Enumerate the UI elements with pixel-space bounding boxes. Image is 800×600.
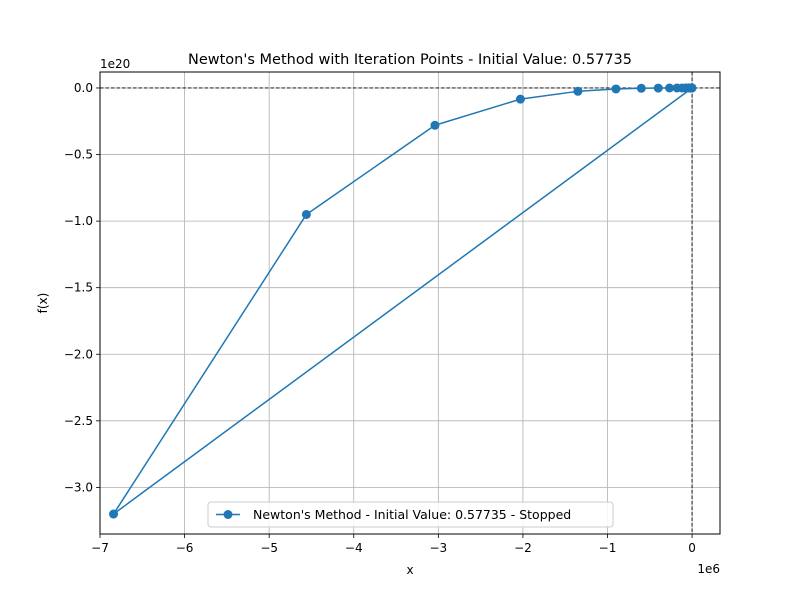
y-offset-label: 1e20 bbox=[100, 57, 130, 71]
y-tick-label: −0.5 bbox=[64, 148, 93, 162]
data-point bbox=[109, 509, 119, 519]
y-tick-label: −1.0 bbox=[64, 214, 93, 228]
chart-title: Newton's Method with Iteration Points - … bbox=[188, 52, 632, 68]
x-tick-label: −4 bbox=[345, 541, 363, 555]
y-tick-label: −3.0 bbox=[64, 480, 93, 494]
data-point bbox=[636, 83, 646, 93]
x-tick-label: −5 bbox=[260, 541, 278, 555]
x-offset-label: 1e6 bbox=[697, 562, 720, 576]
legend-box bbox=[207, 501, 614, 528]
x-tick-label: −1 bbox=[599, 541, 617, 555]
legend-marker-swatch bbox=[223, 510, 233, 519]
y-axis-ticks: 0.0 −0.5 −1.0 −1.5 −2.0 −2.5 −3.0 bbox=[64, 81, 100, 494]
y-axis-label: f(x) bbox=[36, 293, 50, 314]
x-axis-label: x bbox=[406, 563, 413, 577]
plot-frame bbox=[99, 71, 721, 535]
x-tick-label: 0 bbox=[688, 541, 696, 555]
legend-entry-label: Newton's Method - Initial Value: 0.57735… bbox=[253, 507, 571, 522]
data-point bbox=[665, 83, 675, 93]
data-point bbox=[301, 209, 311, 219]
y-tick-label: −1.5 bbox=[64, 281, 93, 295]
y-tick-label: 0.0 bbox=[74, 81, 93, 95]
data-point bbox=[653, 83, 663, 93]
legend: Newton's Method - Initial Value: 0.57735… bbox=[207, 501, 614, 528]
x-tick-label: −7 bbox=[91, 541, 109, 555]
reference-lines bbox=[100, 72, 720, 534]
y-tick-label: −2.5 bbox=[64, 414, 93, 428]
x-tick-label: −3 bbox=[429, 541, 447, 555]
data-point bbox=[573, 86, 583, 96]
x-axis-ticks: −7 −6 −5 −4 −3 −2 −1 0 bbox=[91, 534, 696, 555]
series-layer bbox=[109, 83, 697, 519]
data-point bbox=[430, 120, 440, 130]
plot-area bbox=[99, 71, 721, 535]
data-point bbox=[611, 84, 621, 94]
y-tick-label: −2.0 bbox=[64, 347, 93, 361]
x-tick-label: −2 bbox=[514, 541, 532, 555]
data-point bbox=[515, 94, 525, 104]
data-point bbox=[687, 83, 697, 93]
x-tick-label: −6 bbox=[176, 541, 194, 555]
